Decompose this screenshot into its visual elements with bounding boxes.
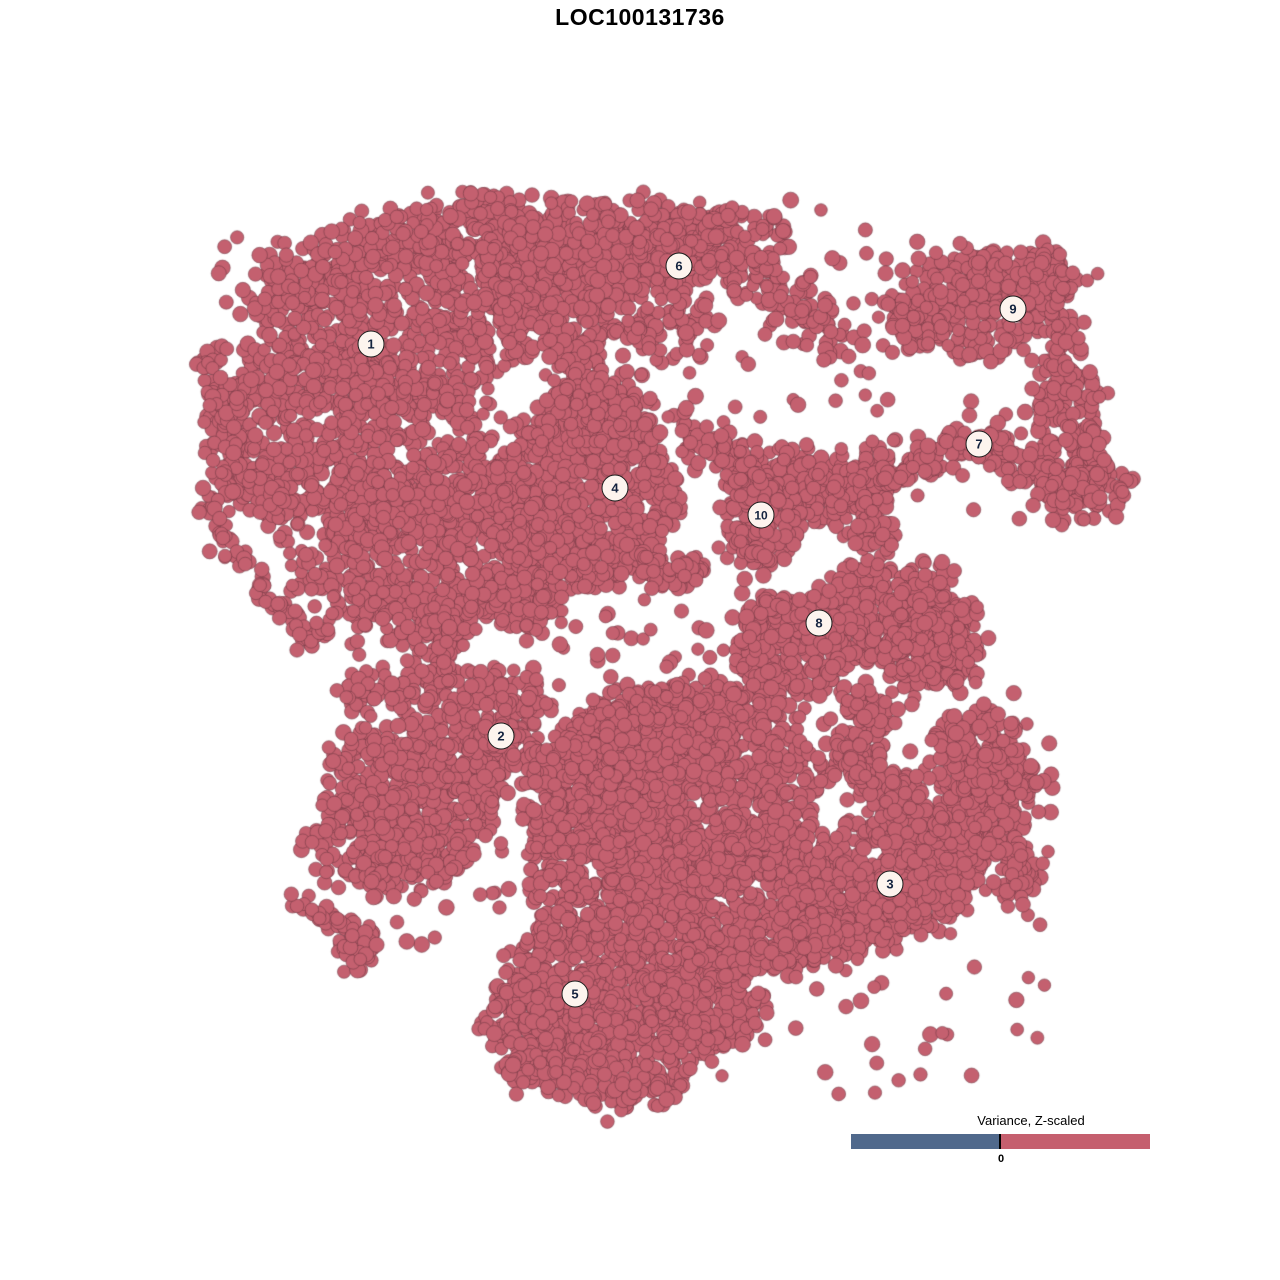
- legend-tick-label: 0: [997, 1153, 1005, 1165]
- legend-positive-segment: [1000, 1134, 1150, 1149]
- legend-negative-segment: [851, 1134, 1001, 1149]
- legend-tick-mark: [999, 1134, 1001, 1149]
- legend-colorbar: [851, 1134, 1150, 1149]
- legend-title: Variance, Z-scaled: [977, 1113, 1085, 1128]
